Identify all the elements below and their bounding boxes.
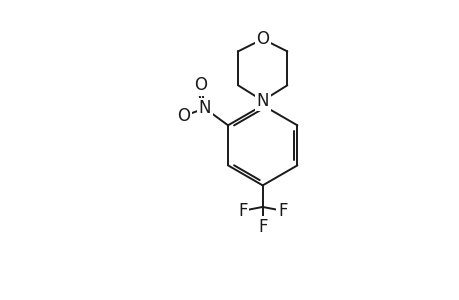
Text: F: F — [237, 202, 247, 220]
Text: O: O — [194, 76, 207, 94]
Text: F: F — [257, 218, 267, 236]
Text: N: N — [256, 92, 269, 110]
Text: O: O — [256, 30, 269, 48]
Text: F: F — [277, 202, 287, 220]
Text: O: O — [176, 107, 190, 125]
Text: N: N — [198, 99, 211, 117]
